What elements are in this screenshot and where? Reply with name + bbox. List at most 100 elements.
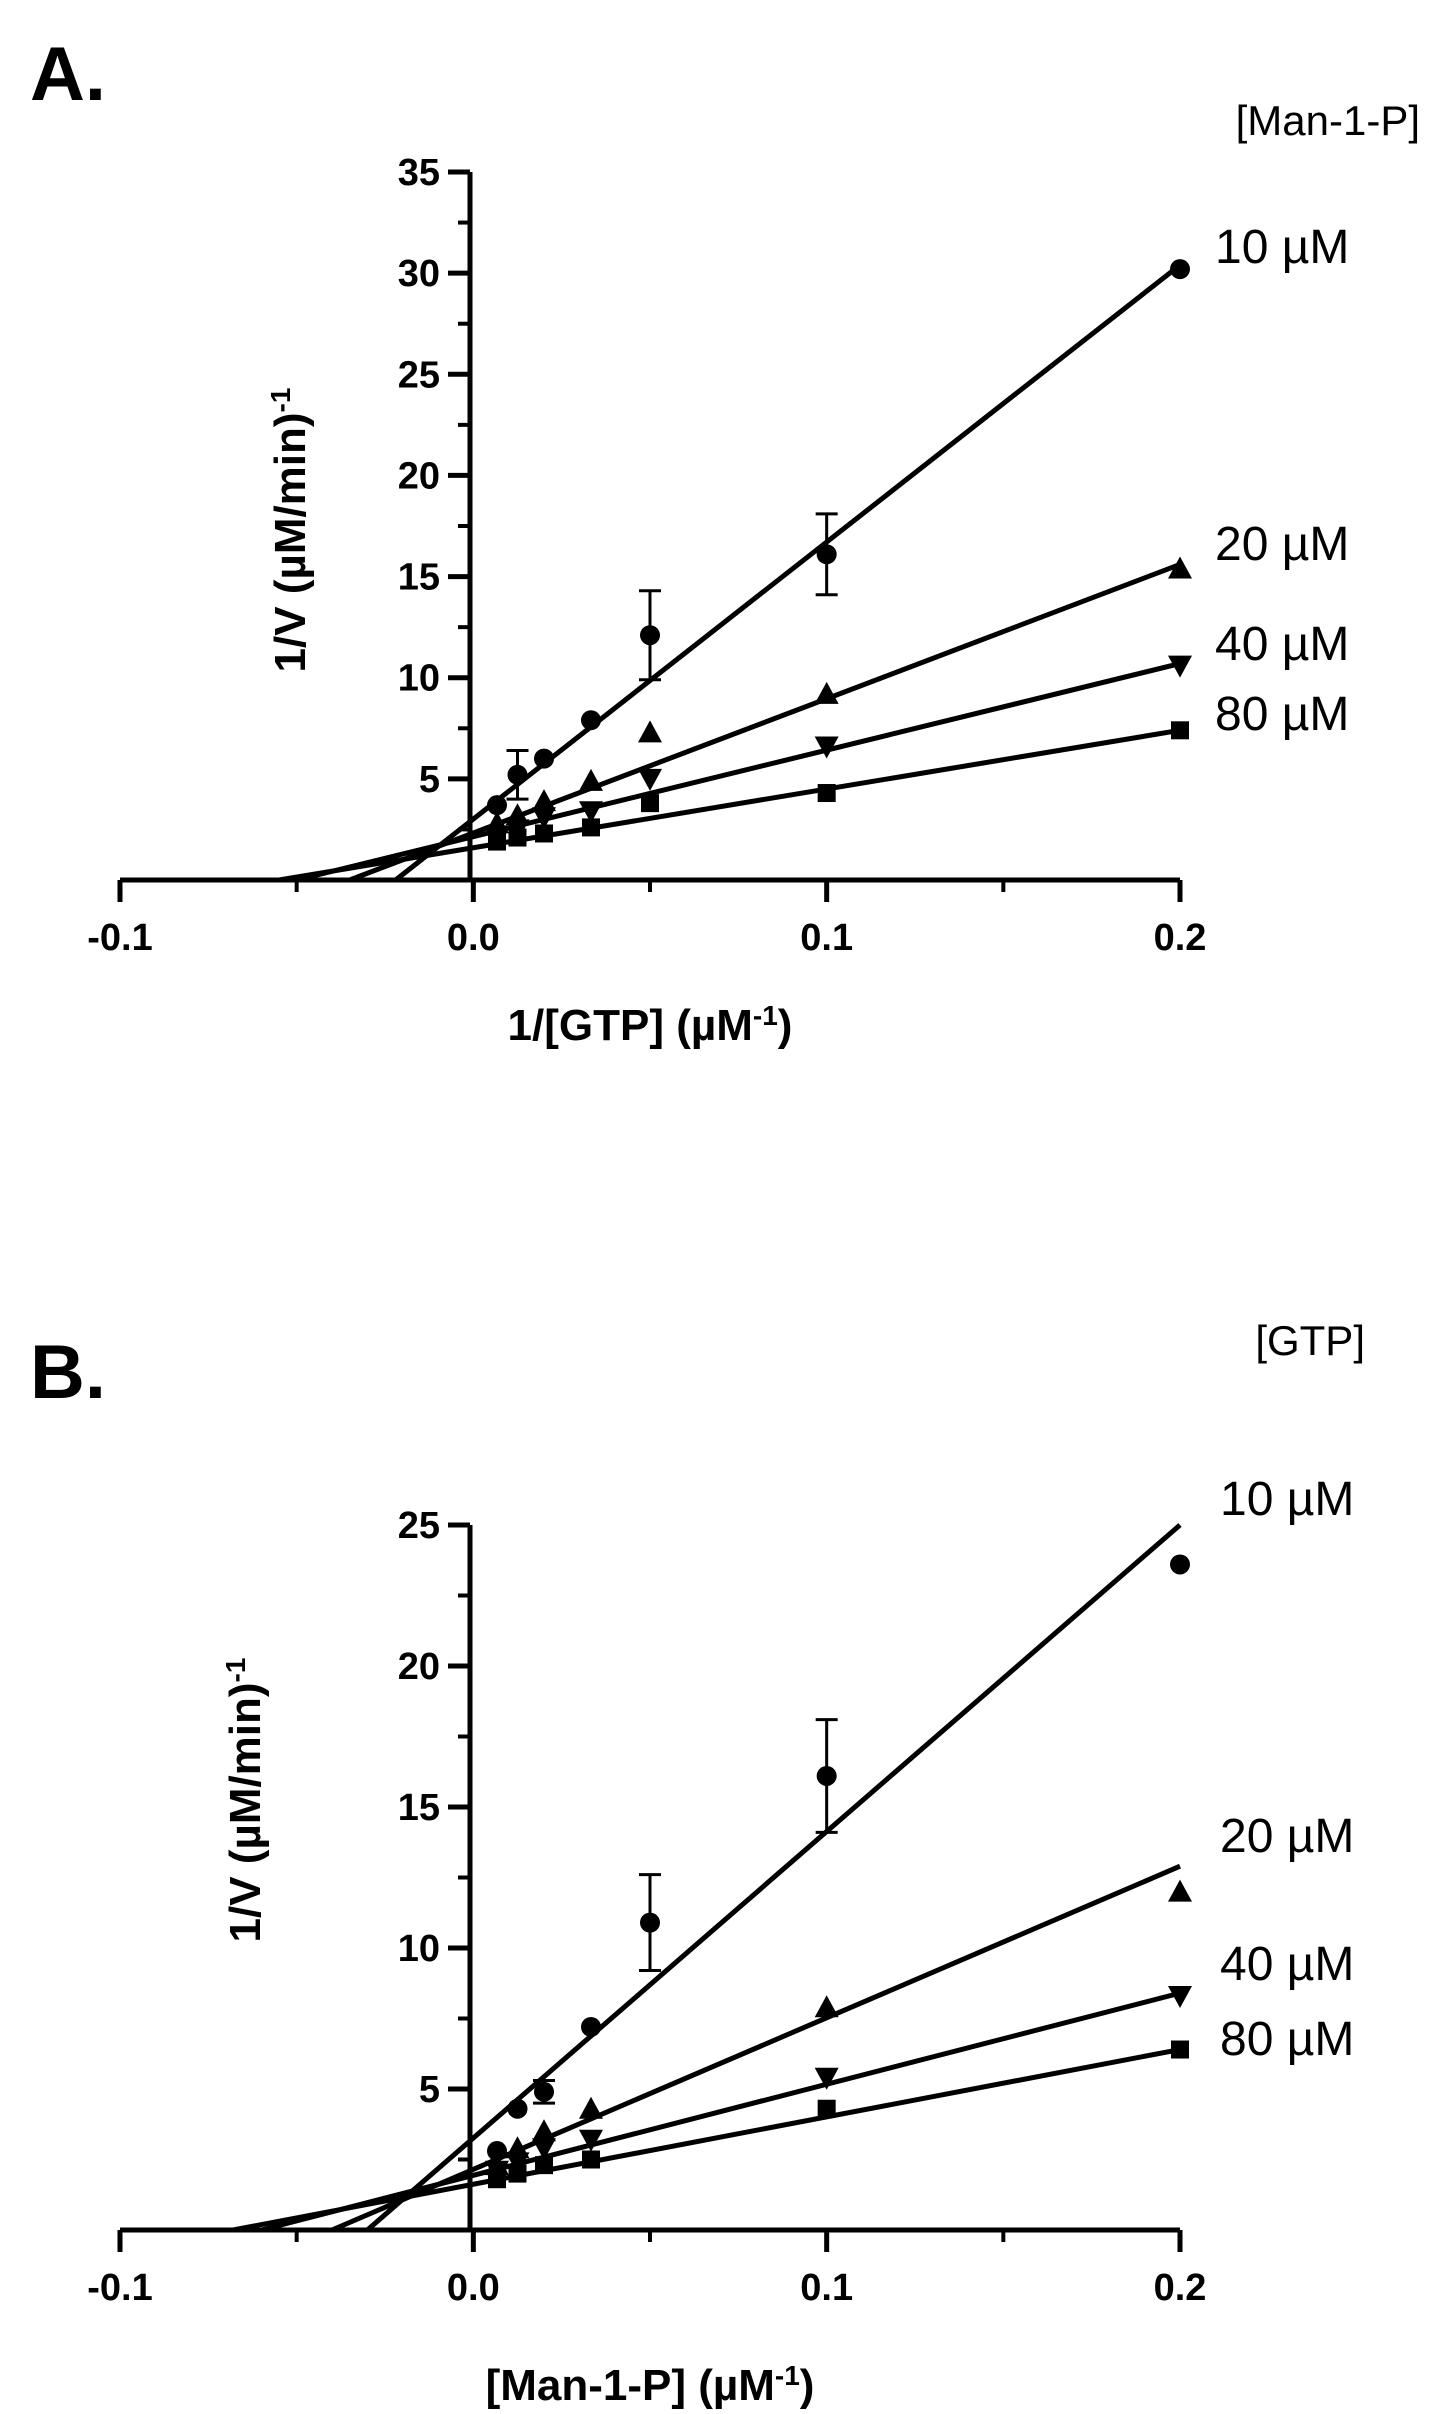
panel-b-y-axis-label-main: 1/V (µM/min) (221, 1682, 270, 1942)
panel-a-series-triangle-up-point (638, 720, 662, 743)
panel-b-series-triangle-up-point (1168, 1879, 1192, 1902)
panel-b-series-circle-point (534, 2081, 554, 2102)
panel-a-series-triangle-down-point (532, 807, 556, 830)
panel-b-series-circle-point (507, 2098, 528, 2119)
panel-b-series-triangle-down-point (532, 2138, 556, 2161)
panel-b-series-triangle-up-point (814, 1995, 839, 2018)
panel-a-series-square-fit-line (278, 727, 1181, 883)
panel-a-series-circle-point (487, 795, 508, 816)
panel-b-y-tick-label: 5 (419, 2069, 440, 2111)
panel-b-x-tick-label: -0.1 (87, 2267, 152, 2309)
panel-a-series-square-point (581, 818, 600, 837)
panel-b-series-circle-point (640, 1912, 660, 1933)
panel-a-series-square-point (817, 784, 836, 803)
panel-a-series-triangle-up-point (578, 768, 603, 791)
panel-a-series-triangle-down-point (638, 768, 662, 791)
panel-a-series-triangle-up-point (1168, 556, 1192, 579)
panel-a-series-square-point (641, 794, 659, 813)
panel-b-x-axis-label-main: [Man-1-P] (µM (486, 2361, 775, 2410)
panel-b-series-labels: 10 µM 20 µM 40 µM 80 µM (1220, 1473, 1354, 2066)
panel-b-series-triangle-down-point (814, 2067, 839, 2090)
panel-a-series-triangle-down-label: 40 µM (1215, 618, 1349, 671)
panel-b-series-triangle-up-fit-line (331, 1863, 1181, 2233)
panel-a-y-axis-label-main: 1/V (µM/min) (266, 412, 315, 672)
panel-a-series-triangle-down-point (578, 801, 603, 824)
panel-b-x-axis-label: [Man-1-P] (µM-1) (486, 2360, 815, 2411)
panel-b-series-square-label: 80 µM (1220, 2013, 1354, 2066)
panel-a-x-tick-label: -0.1 (87, 917, 152, 959)
panel-b-series-square-point (581, 2150, 600, 2169)
panel-a-series-circle-point (507, 764, 528, 785)
panel-b-y-axis-label: 1/V (µM/min)-1 (220, 1658, 271, 1943)
panel-b-series-triangle-down-point (505, 2152, 530, 2175)
panel-b-series-circle-fit-line (365, 1523, 1182, 2232)
panel-b-x-axis-label-sup: -1 (775, 2360, 800, 2391)
panel-b-series-square-point (535, 2156, 553, 2175)
panel-b-series-triangle-down-fit-line (260, 1990, 1181, 2233)
panel-b-series-circle-point (816, 1765, 837, 1786)
panel-b-y-tick-label: 25 (398, 1505, 440, 1547)
panel-b-x-tick-label: 0.2 (1154, 2267, 1207, 2309)
panel-b-y-tick-label: 20 (398, 1646, 440, 1688)
panel-b-series-triangle-down-point (1168, 1985, 1192, 2008)
panel-b-ticks: -0.1 0.0 0.1 0.2 5 10 15 20 25 (87, 1505, 1206, 2309)
panel-a-series-labels: 10 µM 20 µM 40 µM 80 µM (1215, 221, 1349, 741)
panel-b-marks (232, 1523, 1192, 2233)
panel-b-y-tick-label: 10 (398, 1928, 440, 1970)
panel-b-series-square-point (508, 2164, 527, 2183)
panel-a-x-axis-label-end: ) (778, 1001, 793, 1050)
panel-a-y-axis-label-sup: -1 (265, 388, 296, 413)
panel-b-series-triangle-down-point (578, 2129, 603, 2152)
panel-b-x-tick-label: 0.1 (800, 2267, 853, 2309)
panel-b-series-triangle-down-label: 40 µM (1220, 1938, 1354, 1991)
panel-a-series-circle-label: 10 µM (1215, 221, 1349, 274)
panel-a-y-tick-label: 10 (398, 658, 440, 700)
panel-a-series-square-point (508, 828, 527, 847)
panel-a-x-axis-label: 1/[GTP] (µM-1) (508, 1000, 793, 1051)
panel-b-x-tick-label: 0.0 (447, 2267, 500, 2309)
panel-b-series-triangle-up-label: 20 µM (1220, 1810, 1354, 1863)
panel-a: A. [Man-1-P] 1/V (µM/min)-1 1/[GTP] (µM-… (30, 32, 1420, 1050)
panel-a-series-circle-point (580, 710, 601, 731)
panel-b-series-triangle-up-point (532, 2119, 556, 2142)
panel-a-y-tick-label: 35 (398, 152, 440, 194)
panel-b-series-triangle-up-point (578, 2096, 603, 2119)
panel-a-y-tick-label: 15 (398, 557, 440, 599)
panel-a-series-circle-point (816, 544, 837, 565)
panel-b-legend-title: [GTP] (1255, 1317, 1365, 1364)
panel-a-y-tick-label: 25 (398, 354, 440, 396)
panel-b-y-axis-label-sup: -1 (220, 1658, 251, 1683)
panel-a-x-tick-label: 0.1 (800, 917, 853, 959)
panel-b-y-tick-label: 15 (398, 1787, 440, 1829)
panel-b-x-axis-label-end: ) (800, 2361, 815, 2410)
panel-a-y-tick-label: 30 (398, 253, 440, 295)
panel-b-series-square-fit-line (232, 2047, 1181, 2233)
panel-b-series-square-point (1171, 2040, 1189, 2059)
panel-a-series-triangle-down-point (814, 736, 839, 759)
panel-a-x-axis-label-main: 1/[GTP] (µM (508, 1001, 753, 1050)
panel-a-x-tick-label: 0.0 (447, 917, 500, 959)
panel-a-series-triangle-up-label: 20 µM (1215, 518, 1349, 571)
panel-a-y-tick-label: 5 (419, 759, 440, 801)
panel-a-series-square-point (535, 824, 553, 843)
panel-a-series-triangle-up-point (532, 789, 556, 812)
panel-b-series-circle-point (580, 2016, 601, 2037)
panel-b-series-square-point (488, 2170, 507, 2189)
panel-a-series-square-point (1171, 721, 1189, 740)
panel-b-series-circle-label: 10 µM (1220, 1473, 1354, 1526)
panel-a-label: A. (30, 32, 106, 117)
panel-a-y-tick-label: 20 (398, 455, 440, 497)
panel-a-series-square-point (488, 832, 507, 851)
panel-a-legend-title: [Man-1-P] (1236, 97, 1420, 144)
panel-a-series-circle-point (1170, 259, 1190, 280)
panel-a-x-axis-label-sup: -1 (753, 1000, 778, 1031)
panel-a-x-tick-label: 0.2 (1154, 917, 1207, 959)
panel-a-series-triangle-down-point (1168, 655, 1192, 678)
panel-a-series-triangle-up-point (814, 681, 839, 704)
panel-a-series-circle-point (534, 748, 554, 769)
panel-a-ticks: -0.1 0.0 0.1 0.2 5 10 15 20 25 30 35 (87, 152, 1206, 959)
panel-a-series-triangle-up-fit-line (348, 562, 1181, 883)
panel-a-series-square-label: 80 µM (1215, 688, 1349, 741)
panel-a-series-circle-fit-line (394, 263, 1182, 882)
panel-b-series-square-point (817, 2099, 836, 2118)
